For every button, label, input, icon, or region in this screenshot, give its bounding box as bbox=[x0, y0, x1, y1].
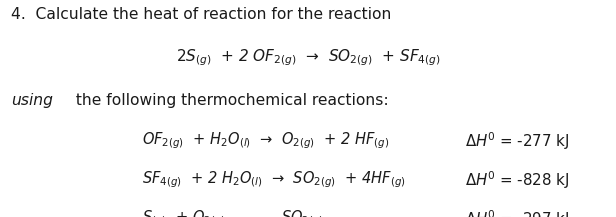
Text: $\Delta H^0$ = -297 kJ: $\Delta H^0$ = -297 kJ bbox=[465, 208, 569, 217]
Text: $\Delta H^0$ = -828 kJ: $\Delta H^0$ = -828 kJ bbox=[465, 169, 569, 191]
Text: the following thermochemical reactions:: the following thermochemical reactions: bbox=[71, 93, 389, 108]
Text: $OF_{2(g)}$  + $H_2O_{(l)}$  →  $O_{2(g)}$  + 2 $HF_{(g)}$: $OF_{2(g)}$ + $H_2O_{(l)}$ → $O_{2(g)}$ … bbox=[142, 130, 389, 151]
Text: $SF_{4(g)}$  + 2 $H_2O_{(l)}$  →  $SO_{2(g)}$  + 4$HF_{(g)}$: $SF_{4(g)}$ + 2 $H_2O_{(l)}$ → $SO_{2(g)… bbox=[142, 169, 405, 190]
Text: $\Delta H^0$ = -277 kJ: $\Delta H^0$ = -277 kJ bbox=[465, 130, 569, 152]
Text: $S_{(g)}$  + $O_{2(g)}$            $SO_{2(g)}$: $S_{(g)}$ + $O_{2(g)}$ $SO_{2(g)}$ bbox=[142, 208, 324, 217]
Text: $2S_{(g)}$  + 2 $OF_{2(g)}$  →  $SO_{2(g)}$  + $SF_{4(g)}$: $2S_{(g)}$ + 2 $OF_{2(g)}$ → $SO_{2(g)}$… bbox=[176, 48, 440, 68]
Text: using: using bbox=[11, 93, 53, 108]
Text: 4.  Calculate the heat of reaction for the reaction: 4. Calculate the heat of reaction for th… bbox=[11, 7, 391, 21]
